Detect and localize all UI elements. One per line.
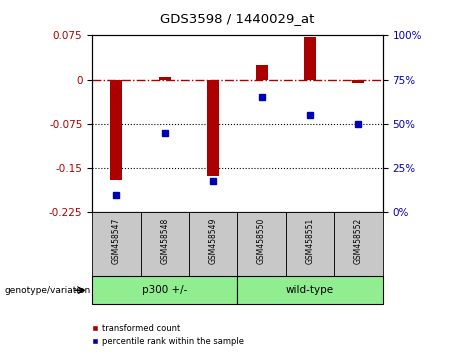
Bar: [255, 65, 268, 80]
Bar: [237, 212, 286, 276]
Bar: [159, 77, 171, 80]
Bar: [92, 276, 237, 304]
Bar: [334, 212, 383, 276]
Text: wild-type: wild-type: [286, 285, 334, 295]
Text: GSM458547: GSM458547: [112, 218, 121, 264]
Text: GDS3598 / 1440029_at: GDS3598 / 1440029_at: [160, 12, 314, 25]
Text: GSM458548: GSM458548: [160, 218, 169, 264]
Bar: [141, 212, 189, 276]
Text: p300 +/-: p300 +/-: [142, 285, 188, 295]
Bar: [189, 212, 237, 276]
Bar: [352, 80, 365, 82]
Bar: [110, 80, 123, 180]
Text: genotype/variation: genotype/variation: [5, 286, 91, 295]
Text: GSM458549: GSM458549: [209, 218, 218, 264]
Text: GSM458551: GSM458551: [306, 218, 314, 264]
Bar: [237, 276, 383, 304]
Legend: transformed count, percentile rank within the sample: transformed count, percentile rank withi…: [87, 321, 248, 350]
Bar: [304, 37, 316, 80]
Text: GSM458552: GSM458552: [354, 218, 363, 264]
Bar: [207, 80, 219, 176]
Bar: [286, 212, 334, 276]
Text: GSM458550: GSM458550: [257, 218, 266, 264]
Bar: [92, 212, 141, 276]
